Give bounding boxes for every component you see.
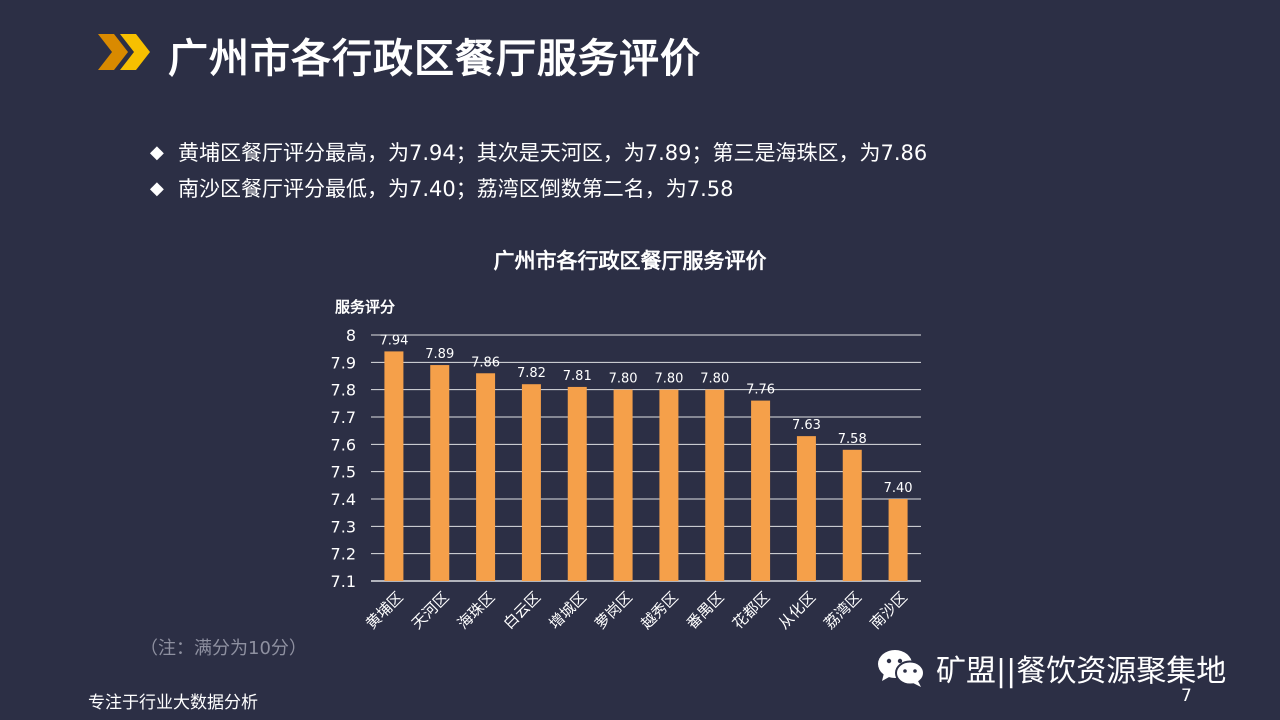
page-title: 广州市各行政区餐厅服务评价 xyxy=(168,36,701,82)
y-tick-label: 7.7 xyxy=(331,408,356,427)
watermark-text: 矿盟||餐饮资源聚集地 xyxy=(936,654,1227,689)
bar xyxy=(476,373,496,581)
diamond-bullet-icon: ◆ xyxy=(150,177,164,199)
watermark: 矿盟||餐饮资源聚集地 xyxy=(876,646,1226,690)
data-label: 7.63 xyxy=(792,418,821,433)
bar xyxy=(567,386,587,581)
bar xyxy=(430,365,450,581)
y-tick-label: 7.5 xyxy=(331,463,356,482)
score-note: （注：满分为10分） xyxy=(140,638,307,659)
x-tick-label: 增城区 xyxy=(546,588,591,633)
bullet-item: ◆ 南沙区餐厅评分最低，为7.40；荔湾区倒数第二名，为7.58 xyxy=(150,170,927,206)
y-tick-label: 7.6 xyxy=(331,435,356,454)
y-tick-label: 8 xyxy=(346,326,356,345)
bullet-item: ◆ 黄埔区餐厅评分最高，为7.94；其次是天河区，为7.89；第三是海珠区，为7… xyxy=(150,134,927,170)
x-tick-label: 从化区 xyxy=(775,588,820,633)
data-label: 7.40 xyxy=(884,481,913,496)
bullet-list: ◆ 黄埔区餐厅评分最高，为7.94；其次是天河区，为7.89；第三是海珠区，为7… xyxy=(150,134,927,206)
bar xyxy=(796,436,816,581)
y-tick-label: 7.8 xyxy=(331,381,356,400)
y-tick-label: 7.2 xyxy=(331,545,356,564)
data-label: 7.58 xyxy=(838,432,867,447)
x-tick-label: 荔湾区 xyxy=(821,588,866,633)
x-tick-label: 南沙区 xyxy=(866,588,911,633)
bar xyxy=(888,499,908,581)
bar xyxy=(751,400,771,581)
data-label: 7.81 xyxy=(563,369,592,384)
diamond-bullet-icon: ◆ xyxy=(150,141,164,163)
data-label: 7.80 xyxy=(609,372,638,387)
bar xyxy=(659,389,679,581)
bullet-text: 黄埔区餐厅评分最高，为7.94；其次是天河区，为7.89；第三是海珠区，为7.8… xyxy=(178,141,928,165)
x-tick-label: 海珠区 xyxy=(454,588,499,633)
x-tick-label: 萝岗区 xyxy=(591,588,636,633)
data-label: 7.82 xyxy=(517,366,546,381)
bar xyxy=(613,389,633,581)
wechat-icon xyxy=(878,650,925,687)
chevron-icon xyxy=(98,34,150,70)
bar xyxy=(384,351,404,581)
y-tick-label: 7.4 xyxy=(331,490,356,509)
x-tick-label: 天河区 xyxy=(408,588,453,633)
x-tick-label: 黄埔区 xyxy=(362,588,407,633)
x-tick-label: 番禺区 xyxy=(683,588,728,633)
y-tick-label: 7.1 xyxy=(331,572,356,591)
page-number: 7 xyxy=(1181,686,1192,706)
bar xyxy=(705,389,725,581)
y-tick-label: 7.3 xyxy=(331,517,356,536)
x-tick-label: 花都区 xyxy=(729,588,774,633)
data-label: 7.76 xyxy=(746,383,775,398)
bar xyxy=(521,384,541,581)
y-axis-label: 服务评分 xyxy=(335,298,395,316)
x-tick-label: 白云区 xyxy=(500,588,545,633)
data-label: 7.86 xyxy=(471,355,500,370)
y-tick-label: 7.9 xyxy=(331,353,356,372)
x-tick-label: 越秀区 xyxy=(637,588,682,633)
data-label: 7.80 xyxy=(700,372,729,387)
footer-text: 专注于行业大数据分析 xyxy=(88,693,258,713)
data-label: 7.94 xyxy=(379,333,408,348)
bullet-text: 南沙区餐厅评分最低，为7.40；荔湾区倒数第二名，为7.58 xyxy=(178,177,734,201)
bar xyxy=(842,449,862,581)
data-label: 7.80 xyxy=(654,372,683,387)
chart-title: 广州市各行政区餐厅服务评价 xyxy=(494,249,768,273)
data-label: 7.89 xyxy=(425,347,454,362)
